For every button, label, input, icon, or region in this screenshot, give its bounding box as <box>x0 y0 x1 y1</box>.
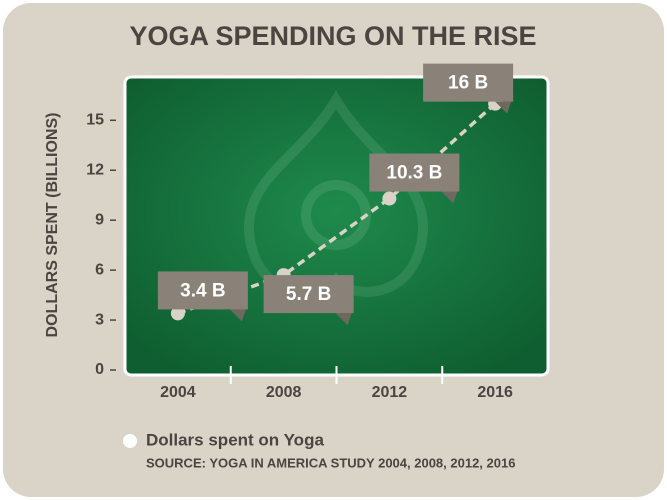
data-label: 3.4 B <box>180 280 225 301</box>
x-tick-label: 2012 <box>372 384 408 401</box>
plot-area <box>123 75 550 377</box>
data-label: 5.7 B <box>286 284 331 305</box>
y-tick-label: 6 <box>95 261 104 278</box>
x-tick-label: 2008 <box>266 384 302 401</box>
y-tick-label: 12 <box>86 161 104 178</box>
y-axis-label: DOLLARS SPENT (BILLIONS) <box>44 113 61 338</box>
label-box <box>423 63 514 102</box>
chart-title: YOGA SPENDING ON THE RISE <box>129 21 536 51</box>
data-label: 10.3 B <box>386 163 442 184</box>
x-tick-label: 2004 <box>160 384 196 401</box>
y-tick-label: 15 <box>86 112 104 129</box>
label-box <box>157 271 248 310</box>
x-tick-label: 2016 <box>477 384 513 401</box>
legend-label: Dollars spent on Yoga <box>146 430 324 449</box>
label-tail <box>441 191 458 204</box>
data-point <box>170 306 185 321</box>
source-note: SOURCE: YOGA IN AMERICA STUDY 2004, 2008… <box>146 455 515 470</box>
y-tick-label: 9 <box>95 211 104 228</box>
label-tail <box>335 313 352 326</box>
label-tail <box>229 309 246 322</box>
data-point <box>382 191 397 206</box>
label-tail <box>495 101 512 114</box>
legend-marker <box>123 434 137 448</box>
y-tick-label: 0 <box>95 361 104 378</box>
label-box <box>263 275 354 314</box>
y-tick-label: 3 <box>95 311 104 328</box>
label-box <box>369 153 460 192</box>
data-label: 16 B <box>448 73 488 94</box>
